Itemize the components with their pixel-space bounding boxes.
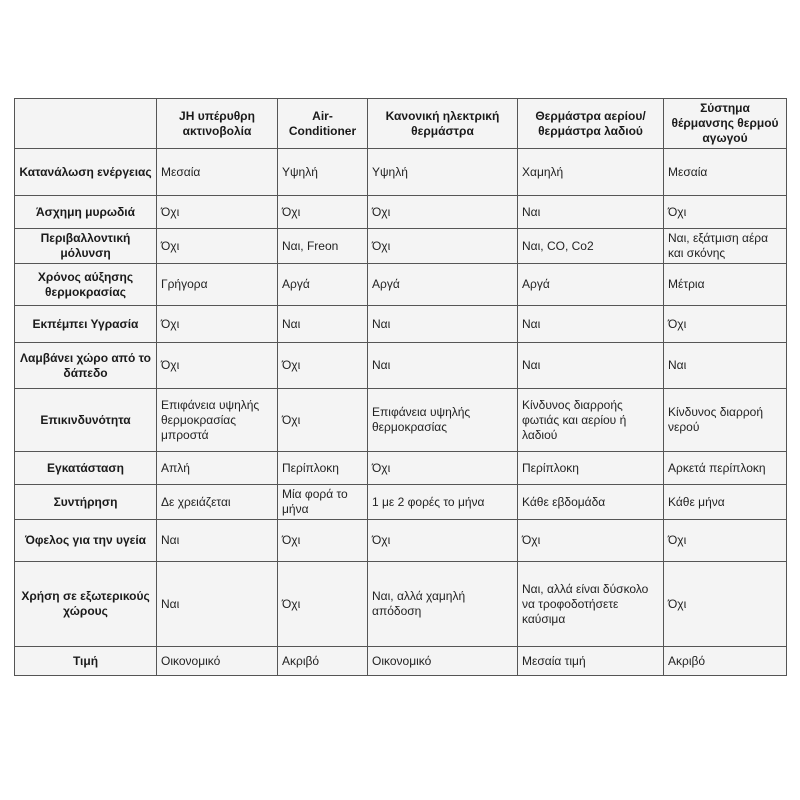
table-cell: Οικονομικό bbox=[156, 646, 278, 676]
table-cell: Όχι bbox=[277, 195, 368, 229]
table-row: Κατανάλωση ενέργειας Μεσαία Υψηλή Υψηλή Χαμη… bbox=[14, 148, 787, 196]
table-cell: Ναι bbox=[277, 305, 368, 343]
column-header: JH υπέρυθρη ακτινοβολία bbox=[156, 98, 278, 149]
table-cell: Ναι bbox=[517, 195, 664, 229]
table-cell: Περίπλοκη bbox=[277, 451, 368, 485]
row-header: Περιβαλλοντική μόλυνση bbox=[14, 228, 157, 264]
table-cell: Μεσαία bbox=[156, 148, 278, 196]
table-cell: Όχι bbox=[367, 228, 518, 264]
table-cell: Ναι, αλλά είναι δύσκολο να τροφοδοτήσετε… bbox=[517, 561, 664, 647]
table-cell: Επιφάνεια υψηλής θερμοκρασίας bbox=[367, 388, 518, 452]
table-cell: Όχι bbox=[156, 195, 278, 229]
table-cell: Απλή bbox=[156, 451, 278, 485]
table-cell: Ναι, εξάτμιση αέρα και σκόνης bbox=[663, 228, 787, 264]
table-cell: 1 με 2 φορές το μήνα bbox=[367, 484, 518, 520]
table-cell: Αργά bbox=[517, 263, 664, 306]
table-cell: Κίνδυνος διαρροής φωτιάς και αερίου ή λα… bbox=[517, 388, 664, 452]
column-header: Σύστημα θέρμανσης θερμού αγωγού bbox=[663, 98, 787, 149]
table-cell: Όχι bbox=[367, 195, 518, 229]
table-cell: Ναι bbox=[663, 342, 787, 389]
table-row: Χρόνος αύξησης θερμοκρασίας Γρήγορα Αργά Αρ… bbox=[14, 263, 787, 306]
table-cell: Υψηλή bbox=[277, 148, 368, 196]
table-cell: Όχι bbox=[277, 388, 368, 452]
row-header: Συντήρηση bbox=[14, 484, 157, 520]
table-cell: Όχι bbox=[663, 561, 787, 647]
table-cell: Όχι bbox=[663, 305, 787, 343]
table-cell: Μεσαία bbox=[663, 148, 787, 196]
table-row: Επικινδυνότητα Επιφάνεια υψηλής θερμοκρασ… bbox=[14, 388, 787, 452]
table-cell: Γρήγορα bbox=[156, 263, 278, 306]
table-cell: Κάθε εβδομάδα bbox=[517, 484, 664, 520]
row-header: Εκπέμπει Υγρασία bbox=[14, 305, 157, 343]
row-header: Τιμή bbox=[14, 646, 157, 676]
table-row: Λαμβάνει χώρο από το δάπεδο Όχι Όχι Ναι Ναι Ν… bbox=[14, 342, 787, 389]
table-cell: Μία φορά το μήνα bbox=[277, 484, 368, 520]
row-header: Χρήση σε εξωτερικούς χώρους bbox=[14, 561, 157, 647]
table-row: Περιβαλλοντική μόλυνση Όχι Ναι, Freon Όχι Να… bbox=[14, 228, 787, 264]
table-cell: Όχι bbox=[663, 519, 787, 562]
table-cell: Όχι bbox=[156, 305, 278, 343]
table-cell: Ακριβό bbox=[663, 646, 787, 676]
column-header: Air-Conditioner bbox=[277, 98, 368, 149]
heater-comparison-table: JH υπέρυθρη ακτινοβολία Air-Conditioner Κα… bbox=[14, 98, 787, 676]
table-cell: Όχι bbox=[663, 195, 787, 229]
table-cell: Οικονομικό bbox=[367, 646, 518, 676]
row-header: Λαμβάνει χώρο από το δάπεδο bbox=[14, 342, 157, 389]
table-row: Όφελος για την υγεία Ναι Όχι Όχι Όχι Όχι bbox=[14, 519, 787, 562]
row-header: Εγκατάσταση bbox=[14, 451, 157, 485]
table-cell: Αρκετά περίπλοκη bbox=[663, 451, 787, 485]
table-cell: Ναι, αλλά χαμηλή απόδοση bbox=[367, 561, 518, 647]
table-cell: Όχι bbox=[156, 228, 278, 264]
header-row: JH υπέρυθρη ακτινοβολία Air-Conditioner Κα… bbox=[14, 98, 787, 149]
row-header: Χρόνος αύξησης θερμοκρασίας bbox=[14, 263, 157, 306]
table-cell: Ναι bbox=[156, 519, 278, 562]
table-cell: Όχι bbox=[517, 519, 664, 562]
table-cell: Όχι bbox=[367, 451, 518, 485]
row-header: Κατανάλωση ενέργειας bbox=[14, 148, 157, 196]
table-row: Εκπέμπει Υγρασία Όχι Ναι Ναι Ναι Όχι bbox=[14, 305, 787, 343]
table-cell: Υψηλή bbox=[367, 148, 518, 196]
table-cell: Επιφάνεια υψηλής θερμοκρασίας μπροστά bbox=[156, 388, 278, 452]
table-cell: Ναι bbox=[517, 342, 664, 389]
table-cell: Όχι bbox=[277, 561, 368, 647]
table-row: Τιμή Οικονομικό Ακριβό Οικονομικό Μεσαία τιμ… bbox=[14, 646, 787, 676]
table-cell: Ναι bbox=[156, 561, 278, 647]
table-cell: Όχι bbox=[156, 342, 278, 389]
table-cell: Δε χρειάζεται bbox=[156, 484, 278, 520]
table-cell: Ναι bbox=[367, 342, 518, 389]
column-header: Κανονική ηλεκτρική θερμάστρα bbox=[367, 98, 518, 149]
table-cell: Περίπλοκη bbox=[517, 451, 664, 485]
table-cell: Χαμηλή bbox=[517, 148, 664, 196]
table-cell: Όχι bbox=[367, 519, 518, 562]
table-cell: Ναι bbox=[367, 305, 518, 343]
table-cell: Ακριβό bbox=[277, 646, 368, 676]
row-header: Άσχημη μυρωδιά bbox=[14, 195, 157, 229]
corner-header bbox=[14, 98, 157, 149]
table-row: Χρήση σε εξωτερικούς χώρους Ναι Όχι Ναι, αλ… bbox=[14, 561, 787, 647]
table-cell: Αργά bbox=[367, 263, 518, 306]
row-header: Επικινδυνότητα bbox=[14, 388, 157, 452]
table-cell: Όχι bbox=[277, 519, 368, 562]
table-cell: Μέτρια bbox=[663, 263, 787, 306]
column-header: Θερμάστρα αερίου/ θερμάστρα λαδιού bbox=[517, 98, 664, 149]
table-row: Συντήρηση Δε χρειάζεται Μία φορά το μήνα 1 … bbox=[14, 484, 787, 520]
table-cell: Κάθε μήνα bbox=[663, 484, 787, 520]
table-cell: Κίνδυνος διαρροή νερού bbox=[663, 388, 787, 452]
table-cell: Όχι bbox=[277, 342, 368, 389]
table-cell: Ναι, Freon bbox=[277, 228, 368, 264]
table-row: Εγκατάσταση Απλή Περίπλοκη Όχι Περίπλοκη Αρκε… bbox=[14, 451, 787, 485]
table-cell: Μεσαία τιμή bbox=[517, 646, 664, 676]
row-header: Όφελος για την υγεία bbox=[14, 519, 157, 562]
table-cell: Ναι, CO, Co2 bbox=[517, 228, 664, 264]
table-row: Άσχημη μυρωδιά Όχι Όχι Όχι Ναι Όχι bbox=[14, 195, 787, 229]
table-cell: Ναι bbox=[517, 305, 664, 343]
table-cell: Αργά bbox=[277, 263, 368, 306]
